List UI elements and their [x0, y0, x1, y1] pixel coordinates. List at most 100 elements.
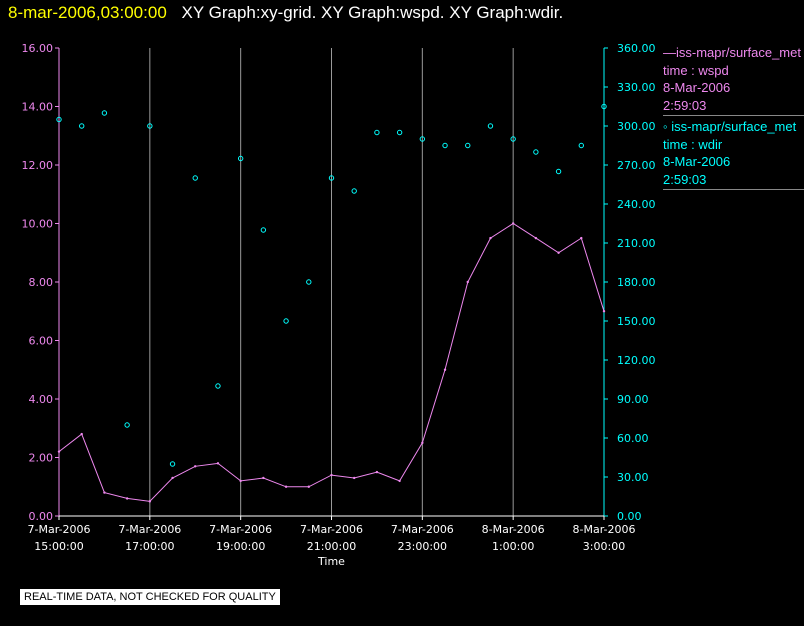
left-tick-label: 0.00: [29, 510, 54, 523]
right-tick-label: 90.00: [617, 393, 649, 406]
wdir-point: [510, 136, 516, 142]
wspd-point: [148, 500, 152, 503]
x-tick-label: 23:00:00: [398, 540, 447, 553]
right-tick-label: 300.00: [617, 120, 656, 133]
wdir-point: [419, 136, 426, 142]
left-tick-label: 8.00: [29, 276, 54, 289]
legend-divider: [663, 115, 804, 116]
legend-axes-label: time : wspd: [663, 62, 729, 78]
right-tick-label: 120.00: [617, 354, 656, 367]
wspd-point: [194, 465, 197, 468]
wspd-point: [421, 441, 424, 445]
legend-divider: [663, 189, 804, 190]
left-tick-label: 4.00: [29, 393, 54, 406]
wspd-point: [307, 485, 310, 488]
wdir-point: [328, 175, 335, 181]
wdir-point: [79, 123, 85, 129]
x-tick-label: 7-Mar-2006: [300, 523, 363, 536]
x-tick-label: 7-Mar-2006: [28, 523, 91, 536]
wdir-point: [260, 227, 267, 233]
wdir-point: [169, 461, 176, 467]
wdir-point: [147, 123, 153, 129]
wspd-point: [239, 479, 242, 483]
wdir-point: [396, 129, 403, 136]
wspd-point: [602, 310, 606, 313]
legend-marker-swatch: ◦: [663, 119, 668, 134]
legend-date: 8-Mar-2006: [663, 80, 731, 95]
left-tick-label: 16.00: [22, 42, 54, 55]
legend-date: 8-Mar-2006: [663, 154, 731, 169]
x-tick-label: 19:00:00: [216, 540, 265, 553]
legend-series-name: iss-mapr/surface_met: [671, 119, 797, 134]
wspd-point: [80, 432, 83, 436]
wspd-point: [557, 251, 560, 254]
wdir-point: [601, 103, 607, 110]
legend-series-name: iss-mapr/surface_met: [676, 45, 801, 60]
wspd-point: [57, 450, 61, 453]
wdir-point: [487, 123, 494, 129]
wdir-point: [215, 383, 221, 389]
x-tick-label: 7-Mar-2006: [118, 523, 181, 536]
wdir-point: [56, 116, 62, 123]
wspd-point: [511, 222, 515, 225]
wdir-point: [533, 149, 539, 155]
wspd-point: [171, 476, 174, 480]
wspd-point: [375, 470, 379, 474]
right-tick-label: 150.00: [617, 315, 656, 328]
wdir-point: [442, 142, 448, 149]
legend-time: 2:59:03: [663, 97, 707, 113]
wspd-point: [466, 280, 469, 284]
legend-time: 2:59:03: [663, 171, 707, 187]
wdir-point: [192, 175, 198, 181]
left-tick-label: 10.00: [22, 218, 54, 231]
wspd-point: [216, 462, 220, 465]
wspd-point: [398, 479, 401, 483]
x-tick-label: 1:00:00: [492, 540, 534, 553]
wspd-point: [443, 368, 447, 371]
x-tick-label: 8-Mar-2006: [573, 523, 636, 536]
right-tick-label: 330.00: [617, 81, 656, 94]
wdir-point: [374, 129, 380, 136]
wdir-point: [555, 168, 562, 175]
legend-entry-wdir: ◦ iss-mapr/surface_met time : wdir 8-Mar…: [663, 118, 804, 188]
wspd-point: [103, 491, 106, 494]
right-tick-label: 240.00: [617, 198, 656, 211]
wdir-point: [351, 188, 357, 194]
x-tick-label: 21:00:00: [307, 540, 356, 553]
header-title: XY Graph:xy-grid. XY Graph:wspd. XY Grap…: [181, 3, 564, 22]
wdir-point: [101, 110, 108, 116]
right-tick-label: 180.00: [617, 276, 656, 289]
legend-line-swatch: —: [663, 45, 676, 60]
right-tick-label: 60.00: [617, 432, 649, 445]
left-tick-label: 12.00: [22, 159, 54, 172]
left-tick-label: 2.00: [29, 452, 54, 465]
x-tick-label: 8-Mar-2006: [482, 523, 545, 536]
wspd-point: [489, 236, 492, 240]
wdir-point: [465, 142, 471, 149]
wspd-point: [534, 236, 538, 240]
wspd-point: [580, 236, 583, 240]
wdir-point: [283, 318, 289, 324]
legend-axes-label: time : wdir: [663, 136, 723, 152]
x-tick-label: 7-Mar-2006: [391, 523, 454, 536]
left-tick-label: 14.00: [22, 101, 54, 114]
wspd-point: [353, 476, 356, 480]
wspd-point: [284, 485, 288, 488]
x-tick-label: 15:00:00: [34, 540, 83, 553]
wspd-point: [262, 476, 265, 480]
graph-header: 8-mar-2006,03:00:00 XY Graph:xy-grid. XY…: [8, 2, 563, 24]
x-tick-label: 7-Mar-2006: [209, 523, 272, 536]
right-tick-label: 270.00: [617, 159, 656, 172]
wdir-point: [578, 142, 584, 149]
right-tick-label: 0.00: [617, 510, 642, 523]
legend: —iss-mapr/surface_met time : wspd 8-Mar-…: [663, 44, 804, 192]
right-tick-label: 210.00: [617, 237, 656, 250]
wdir-point: [124, 422, 130, 428]
wspd-point: [125, 497, 129, 500]
header-datetime: 8-mar-2006,03:00:00: [8, 3, 167, 22]
legend-entry-wspd: —iss-mapr/surface_met time : wspd 8-Mar-…: [663, 44, 804, 114]
x-axis-label: Time: [317, 555, 345, 568]
wspd-point: [330, 473, 333, 477]
left-tick-label: 6.00: [29, 335, 54, 348]
